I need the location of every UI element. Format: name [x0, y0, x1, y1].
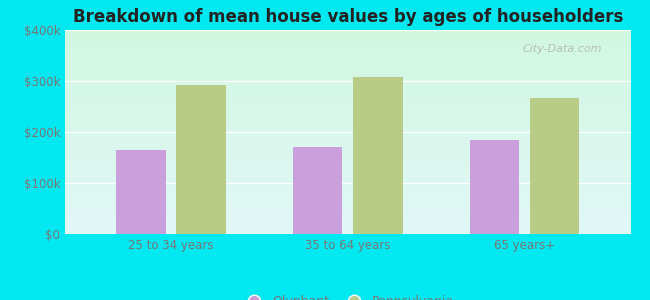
Bar: [353, 77, 402, 234]
Title: Breakdown of mean house values by ages of householders: Breakdown of mean house values by ages o…: [73, 8, 623, 26]
Bar: [176, 85, 226, 234]
Legend: Olyphant, Pennsylvania: Olyphant, Pennsylvania: [237, 290, 458, 300]
Bar: [293, 147, 343, 234]
Text: City-Data.com: City-Data.com: [523, 44, 602, 54]
Bar: [470, 140, 519, 234]
Bar: [530, 98, 579, 234]
Bar: [116, 150, 166, 234]
